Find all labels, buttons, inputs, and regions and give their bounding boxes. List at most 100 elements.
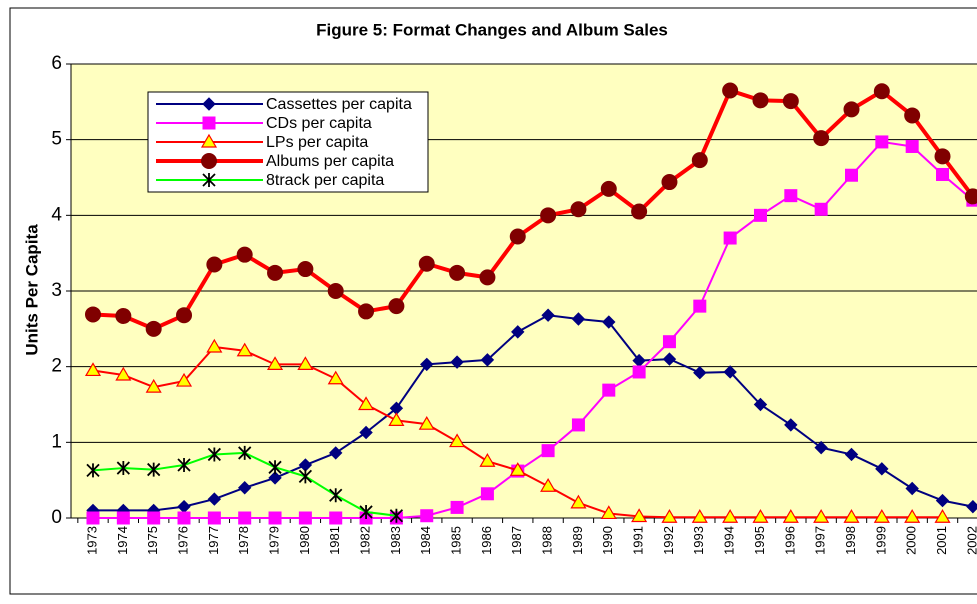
marker-shape bbox=[541, 308, 555, 322]
marker bbox=[206, 256, 223, 273]
marker-shape bbox=[238, 445, 252, 460]
marker bbox=[298, 511, 312, 525]
marker bbox=[116, 461, 130, 476]
legend-label: CDs per capita bbox=[266, 115, 372, 132]
marker bbox=[600, 505, 617, 520]
marker bbox=[691, 509, 708, 523]
marker bbox=[784, 418, 798, 432]
marker-shape bbox=[511, 325, 525, 339]
marker-shape bbox=[843, 101, 860, 118]
marker-shape bbox=[814, 440, 828, 455]
marker-shape bbox=[177, 511, 191, 525]
marker bbox=[509, 228, 526, 245]
marker bbox=[813, 130, 830, 147]
marker-shape bbox=[297, 356, 314, 370]
marker bbox=[327, 283, 344, 299]
marker bbox=[450, 355, 464, 369]
marker bbox=[480, 487, 494, 501]
marker-shape bbox=[934, 148, 951, 165]
marker bbox=[873, 83, 890, 100]
marker-shape bbox=[936, 167, 950, 181]
marker-shape bbox=[873, 83, 890, 100]
marker-shape bbox=[145, 378, 162, 393]
marker bbox=[904, 509, 921, 523]
marker bbox=[202, 116, 216, 130]
x-tick-label: 2002 bbox=[964, 526, 977, 555]
marker-shape bbox=[661, 174, 678, 191]
marker bbox=[388, 298, 405, 315]
marker bbox=[934, 509, 951, 523]
marker-shape bbox=[238, 511, 252, 525]
marker-shape bbox=[206, 256, 223, 273]
marker-shape bbox=[753, 397, 768, 412]
marker bbox=[843, 101, 860, 118]
x-tick-label: 1999 bbox=[873, 526, 888, 555]
marker bbox=[722, 82, 739, 99]
marker bbox=[753, 397, 768, 412]
marker-shape bbox=[207, 447, 221, 462]
marker bbox=[904, 107, 921, 124]
marker bbox=[84, 362, 102, 377]
marker-shape bbox=[358, 396, 375, 411]
marker bbox=[268, 471, 282, 485]
marker-shape bbox=[570, 494, 587, 509]
marker-shape bbox=[449, 264, 466, 281]
marker-shape bbox=[540, 207, 557, 224]
x-tick-label: 1994 bbox=[722, 526, 737, 555]
marker-shape bbox=[904, 509, 921, 523]
marker-shape bbox=[571, 312, 586, 326]
marker-shape bbox=[722, 509, 739, 523]
marker bbox=[420, 357, 434, 372]
marker-shape bbox=[84, 362, 102, 377]
marker-shape bbox=[389, 508, 404, 523]
x-tick-label: 1990 bbox=[600, 526, 615, 555]
marker bbox=[147, 462, 161, 477]
marker-shape bbox=[693, 299, 707, 313]
marker bbox=[86, 511, 100, 525]
marker bbox=[115, 366, 132, 381]
marker bbox=[358, 396, 375, 411]
marker-shape bbox=[602, 383, 616, 397]
marker bbox=[479, 453, 496, 467]
marker bbox=[905, 139, 919, 153]
y-tick-label: 2 bbox=[51, 356, 62, 377]
marker bbox=[814, 440, 828, 455]
marker bbox=[418, 415, 435, 430]
marker bbox=[602, 315, 616, 329]
marker-shape bbox=[905, 139, 919, 153]
marker-shape bbox=[450, 500, 464, 514]
marker-shape bbox=[147, 462, 161, 477]
marker-shape bbox=[116, 511, 130, 525]
marker-shape bbox=[752, 92, 769, 109]
marker bbox=[145, 378, 162, 393]
marker bbox=[631, 203, 648, 220]
marker bbox=[511, 325, 525, 339]
y-tick-label: 1 bbox=[51, 431, 62, 452]
marker-shape bbox=[631, 203, 648, 220]
marker-shape bbox=[86, 463, 100, 478]
marker-shape bbox=[935, 493, 950, 508]
marker-shape bbox=[813, 130, 830, 147]
x-tick-label: 1981 bbox=[327, 526, 342, 555]
marker-shape bbox=[206, 338, 223, 353]
marker bbox=[298, 469, 313, 484]
x-tick-label: 1979 bbox=[266, 526, 281, 555]
marker-shape bbox=[602, 315, 616, 329]
marker-shape bbox=[237, 481, 252, 495]
x-tick-label: 2001 bbox=[934, 526, 949, 555]
x-tick-label: 1995 bbox=[752, 526, 767, 555]
marker-shape bbox=[600, 505, 617, 520]
marker-shape bbox=[632, 365, 646, 379]
marker bbox=[723, 365, 737, 379]
marker-shape bbox=[662, 352, 677, 366]
marker bbox=[177, 458, 191, 473]
marker-shape bbox=[722, 82, 739, 99]
marker-shape bbox=[782, 509, 799, 523]
marker bbox=[86, 463, 100, 478]
marker-shape bbox=[784, 418, 798, 432]
marker bbox=[359, 425, 373, 440]
y-tick-label: 3 bbox=[51, 280, 62, 301]
marker-shape bbox=[813, 509, 830, 523]
marker bbox=[238, 445, 252, 460]
